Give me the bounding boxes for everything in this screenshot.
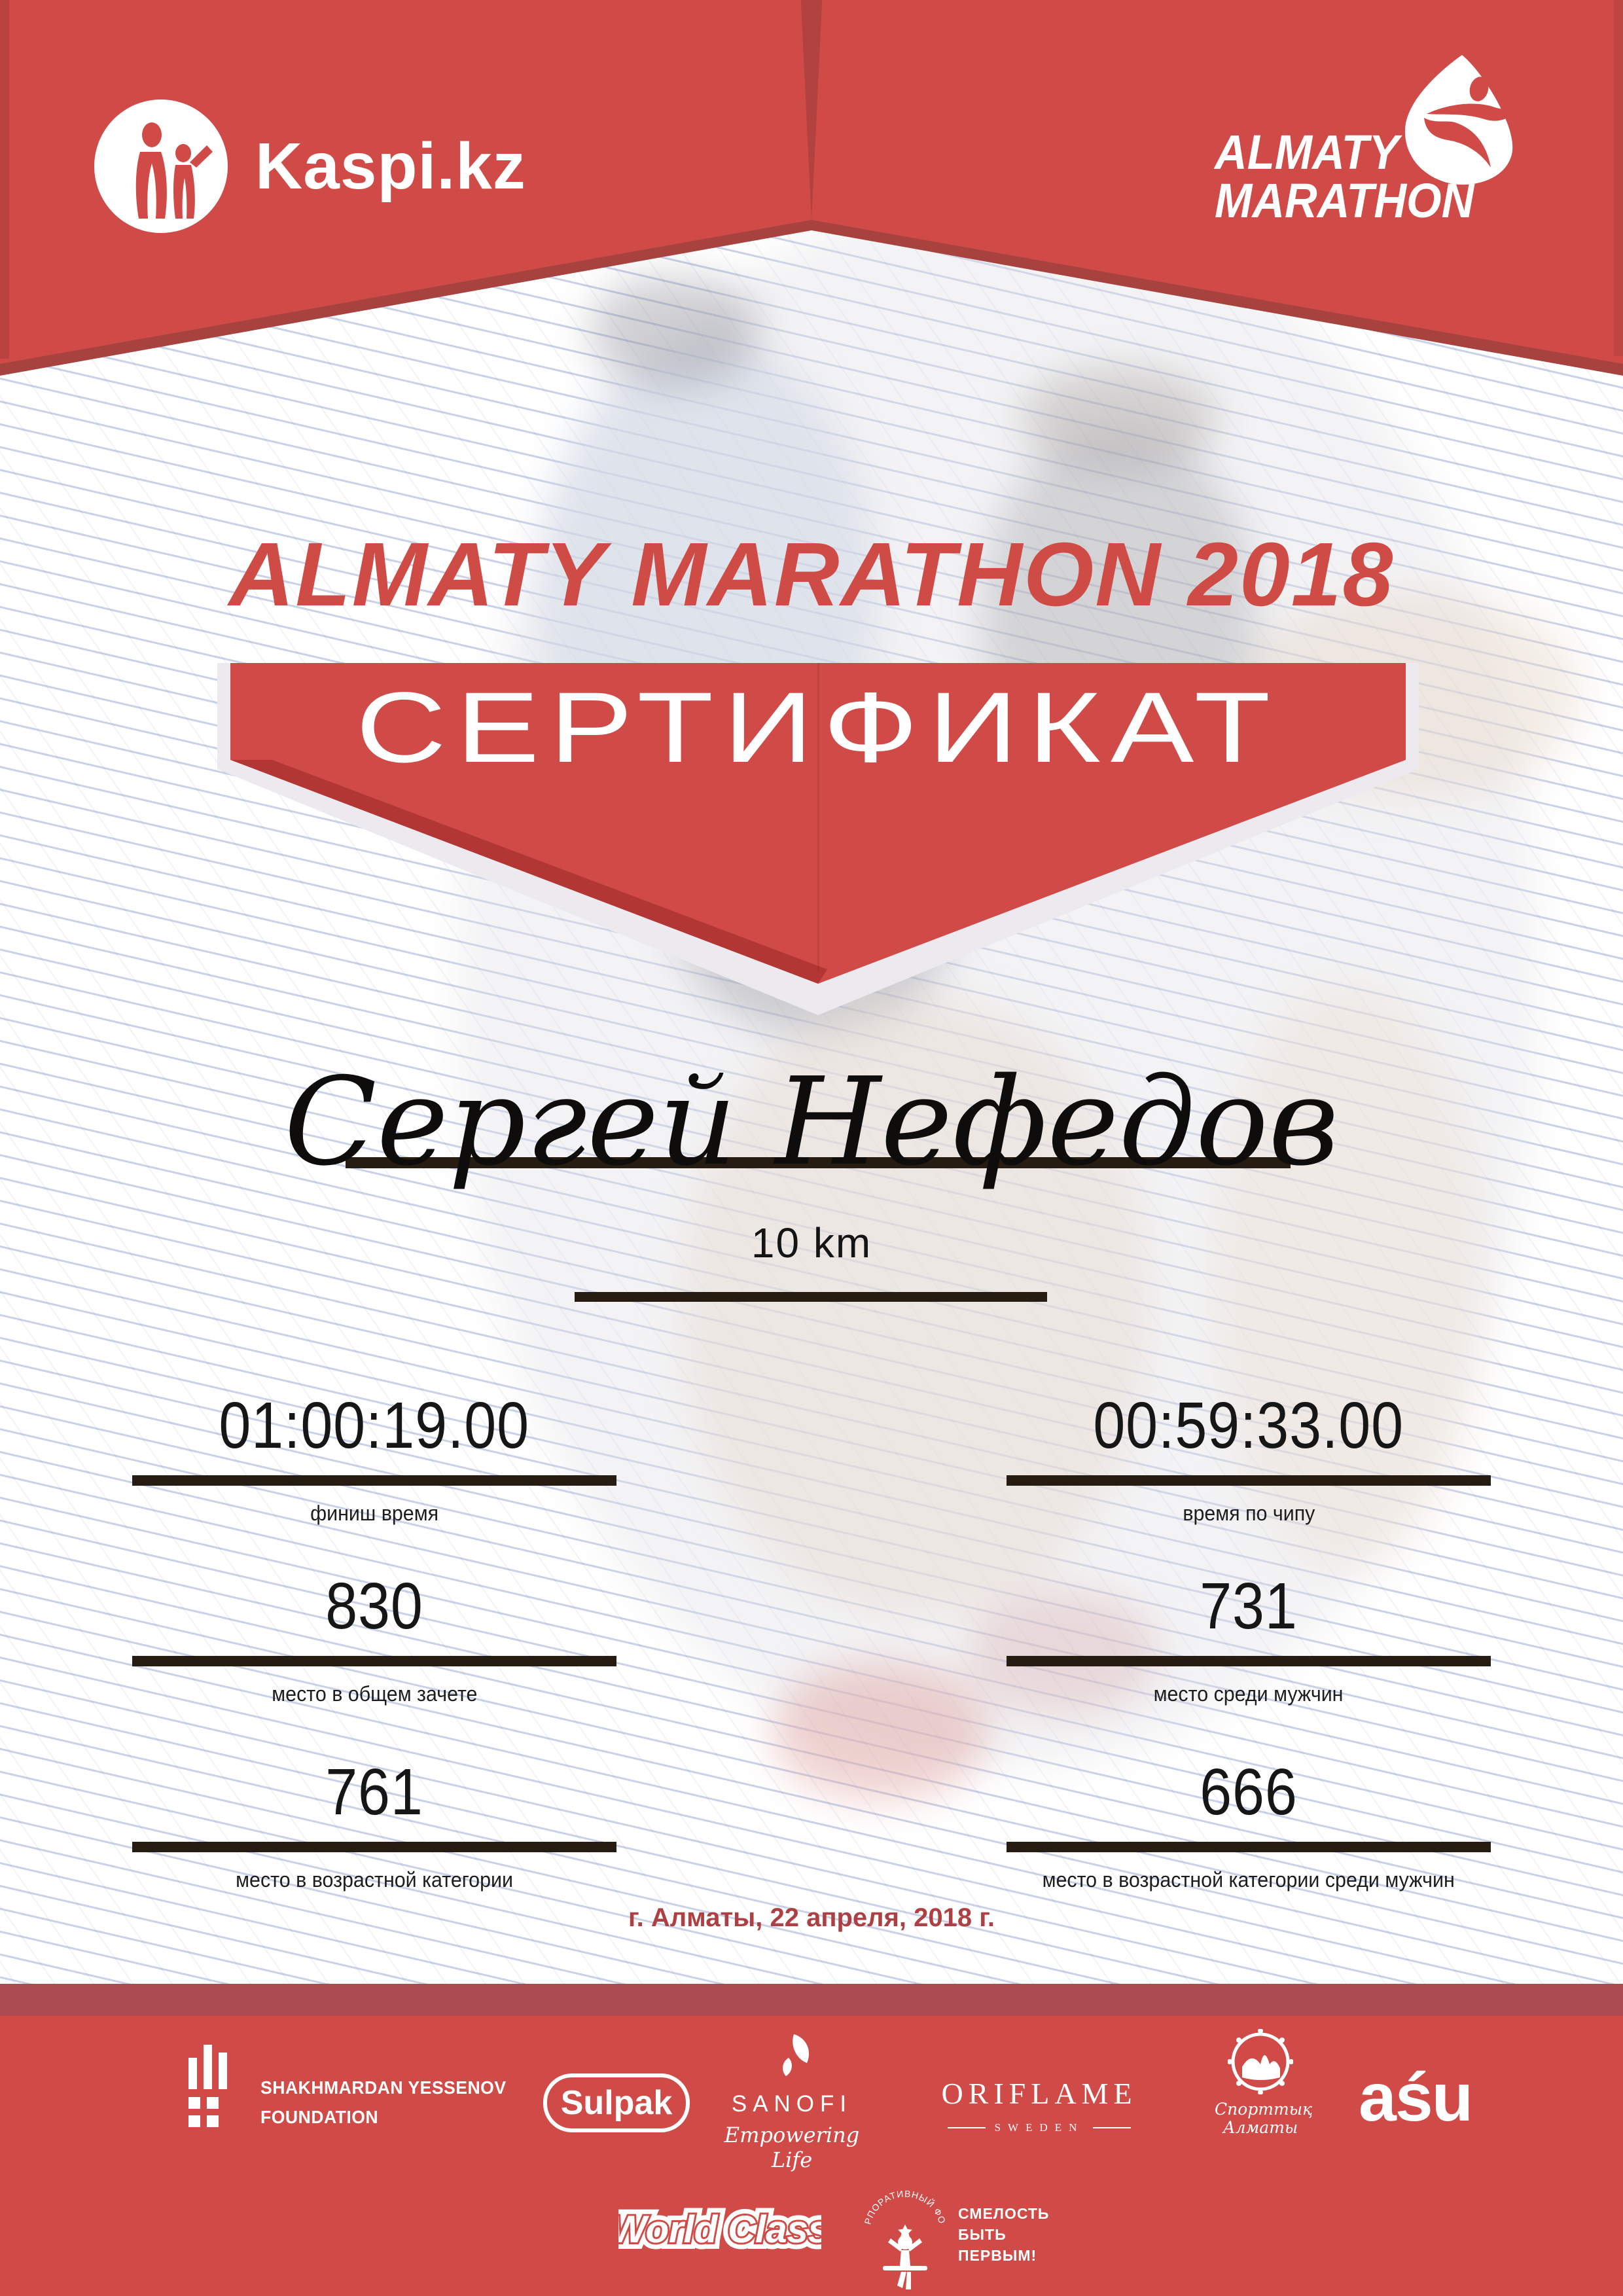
red-shoe-shape (772, 1662, 988, 1800)
stat-label: место в возрастной категории (236, 1868, 513, 1892)
sport-almaty-logo: Спорттық Алматы (1215, 2028, 1313, 2137)
asu-logo: aśu (1359, 2059, 1473, 2137)
sport-almaty-line1: Спорттық (1215, 2100, 1313, 2119)
almaty-marathon-logo-line1: ALMATY (1215, 125, 1399, 179)
participant-name: Сергей Нефедов (284, 1051, 1339, 1193)
stat-age-gender-place: 666 место в возрастной категории среди м… (987, 1759, 1510, 1892)
stat-value: 830 (325, 1570, 423, 1643)
courage-fund-line1: СМЕЛОСТЬ (958, 2205, 1050, 2222)
yessenov-foundation-icon (188, 2045, 227, 2127)
sulpak-wordmark: Sulpak (560, 2084, 673, 2122)
world-class-halo: World Class (618, 2208, 821, 2251)
courage-fund-line2: БЫТЬ (958, 2226, 1007, 2244)
kaspi-logo-text: Kaspi.kz (255, 129, 526, 203)
stat-finish-time: 01:00:19.00 финиш время (113, 1393, 636, 1526)
svg-text:КОРПОРАТИВНЫЙ ФОНД: КОРПОРАТИВНЫЙ ФОНД (863, 2188, 948, 2225)
stat-underline (1007, 1475, 1491, 1486)
footer-accent-strip (0, 1984, 1623, 2016)
oriflame-rule-left (947, 2127, 986, 2128)
ribbon-body: СЕРТИФИКАТ (230, 663, 1406, 984)
stat-value: 666 (1200, 1755, 1298, 1829)
sport-almaty-text: Спорттық Алматы (1215, 2100, 1313, 2137)
stat-age-place: 761 место в возрастной категории (113, 1759, 636, 1892)
stat-gender-place: 731 место среди мужчин (987, 1573, 1510, 1706)
stat-label: место в общем зачете (271, 1682, 478, 1706)
yessenov-line1: SHAKHMARDAN YESSENOV (260, 2077, 507, 2098)
header-right-fold (1614, 0, 1623, 356)
courage-fund-logo: КОРПОРАТИВНЫЙ ФОНД СМЕЛОСТЬ БЫТЬ ПЕРВЫМ! (863, 2172, 1049, 2289)
sport-almaty-emblem-icon (1227, 2028, 1294, 2095)
world-class-wordmark: World Class (618, 2208, 821, 2251)
world-class-logo: World Class World Class World Class (618, 2202, 821, 2257)
runner2-leg-shape (1211, 982, 1486, 1571)
stat-label: время по чипу (1182, 1501, 1315, 1525)
stat-label: финиш время (310, 1501, 438, 1525)
stat-overall-place: 830 место в общем зачете (113, 1573, 636, 1706)
stat-underline (1007, 1842, 1491, 1852)
header-left-fold (0, 0, 9, 359)
sanofi-wordmark: SANOFI (731, 2091, 853, 2117)
courage-fund-line3: ПЕРВЫМ! (958, 2247, 1037, 2265)
stat-underline (132, 1656, 616, 1666)
page-title: ALMATY MARATHON 2018 (228, 524, 1395, 625)
kaspi-people-icon (94, 99, 228, 233)
yessenov-line2: FOUNDATION (260, 2106, 379, 2127)
stat-value: 761 (325, 1755, 423, 1829)
certificate-ribbon: СЕРТИФИКАТ (217, 663, 1419, 1020)
asu-wordmark: aśu (1359, 2060, 1473, 2136)
name-underline (346, 1157, 1291, 1168)
yessenov-foundation-wordmark: SHAKHMARDAN YESSENOV FOUNDATION (260, 2073, 507, 2132)
courage-fund-icon: КОРПОРАТИВНЫЙ ФОНД (863, 2188, 948, 2289)
stat-label: место в возрастной категории среди мужчи… (1042, 1868, 1455, 1892)
runner-legs-shape (681, 995, 1152, 1617)
stat-underline (132, 1475, 616, 1486)
ribbon-center-fold (817, 663, 819, 971)
sanofi-logo: SANOFI Empowering Life (720, 2033, 864, 2172)
oriflame-logo: ORIFLAME SWEDEN (915, 2076, 1164, 2134)
stat-chip-time: 00:59:33.00 время по чипу (987, 1393, 1510, 1526)
oriflame-rule-right (1093, 2127, 1132, 2128)
sport-almaty-line2: Алматы (1222, 2117, 1298, 2137)
oriflame-country: SWEDEN (994, 2121, 1084, 2134)
oriflame-wordmark: ORIFLAME (941, 2077, 1137, 2110)
distance-value: 10 km (751, 1219, 872, 1266)
stat-value: 731 (1200, 1570, 1298, 1643)
event-date: г. Алматы, 22 апреля, 2018 г. (628, 1903, 995, 1932)
running-figure-icon (1404, 55, 1522, 185)
stat-underline (1007, 1656, 1491, 1666)
sulpak-logo: Sulpak (543, 2073, 690, 2132)
stat-underline (132, 1842, 616, 1852)
red-shoe2-shape (969, 1590, 1158, 1715)
courage-fund-text: СМЕЛОСТЬ БЫТЬ ПЕРВЫМ! (958, 2203, 1049, 2289)
kaspi-logo: Kaspi.kz (92, 97, 526, 236)
runner2-hair-shape (1021, 367, 1217, 471)
distance-underline (575, 1292, 1047, 1302)
footer-band (0, 2016, 1623, 2296)
runner-hair-shape (589, 275, 759, 386)
stat-value: 01:00:19.00 (219, 1389, 530, 1462)
courage-fund-arc-text: КОРПОРАТИВНЫЙ ФОНД (863, 2188, 947, 2225)
stat-label: место среди мужчин (1154, 1682, 1344, 1706)
ribbon-label: СЕРТИФИКАТ (355, 672, 1281, 783)
almaty-marathon-logo-line2: MARATHON (1215, 173, 1474, 228)
sanofi-tagline: Empowering Life (724, 2123, 860, 2172)
world-class-keyline: World Class (618, 2208, 821, 2251)
stat-value: 00:59:33.00 (1093, 1389, 1404, 1462)
sanofi-bird-icon (783, 2034, 810, 2076)
almaty-marathon-logo: ALMATY MARATHON (1212, 51, 1539, 234)
